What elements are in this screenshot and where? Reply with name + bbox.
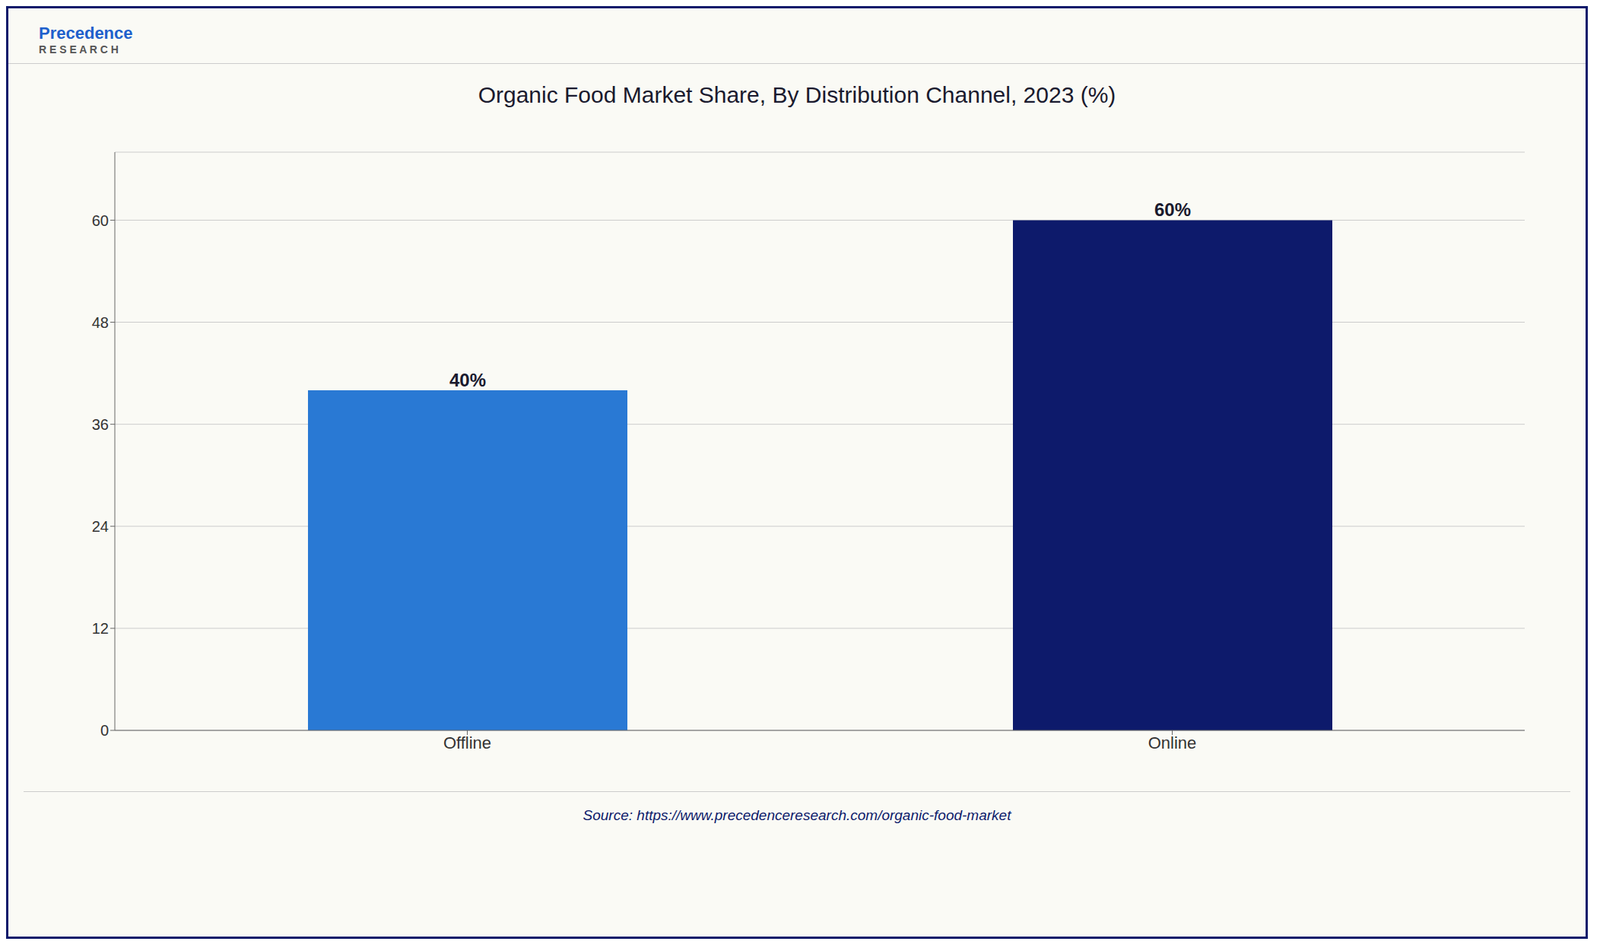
svg-text:0: 0 — [100, 721, 109, 739]
svg-text:24: 24 — [92, 517, 109, 535]
html-text:R E S E A R C H: R E S E A R C H — [38, 43, 119, 56]
svg-text:36: 36 — [92, 415, 109, 433]
html-text:Precedence: Precedence — [38, 23, 133, 43]
svg-text:40%: 40% — [449, 369, 486, 391]
svg-text:60: 60 — [92, 212, 109, 229]
html-text:Source: https://www.precedence: Source: https://www.precedenceresearch.c… — [582, 806, 1011, 823]
svg-text:Online: Online — [1148, 733, 1197, 753]
svg-text:48: 48 — [92, 314, 109, 331]
html-text:Organic Food Market Share, By: Organic Food Market Share, By Distributi… — [478, 82, 1116, 108]
svg-text:12: 12 — [92, 619, 109, 637]
svg-text:Offline: Offline — [443, 733, 492, 753]
svg-text:60%: 60% — [1154, 199, 1191, 220]
